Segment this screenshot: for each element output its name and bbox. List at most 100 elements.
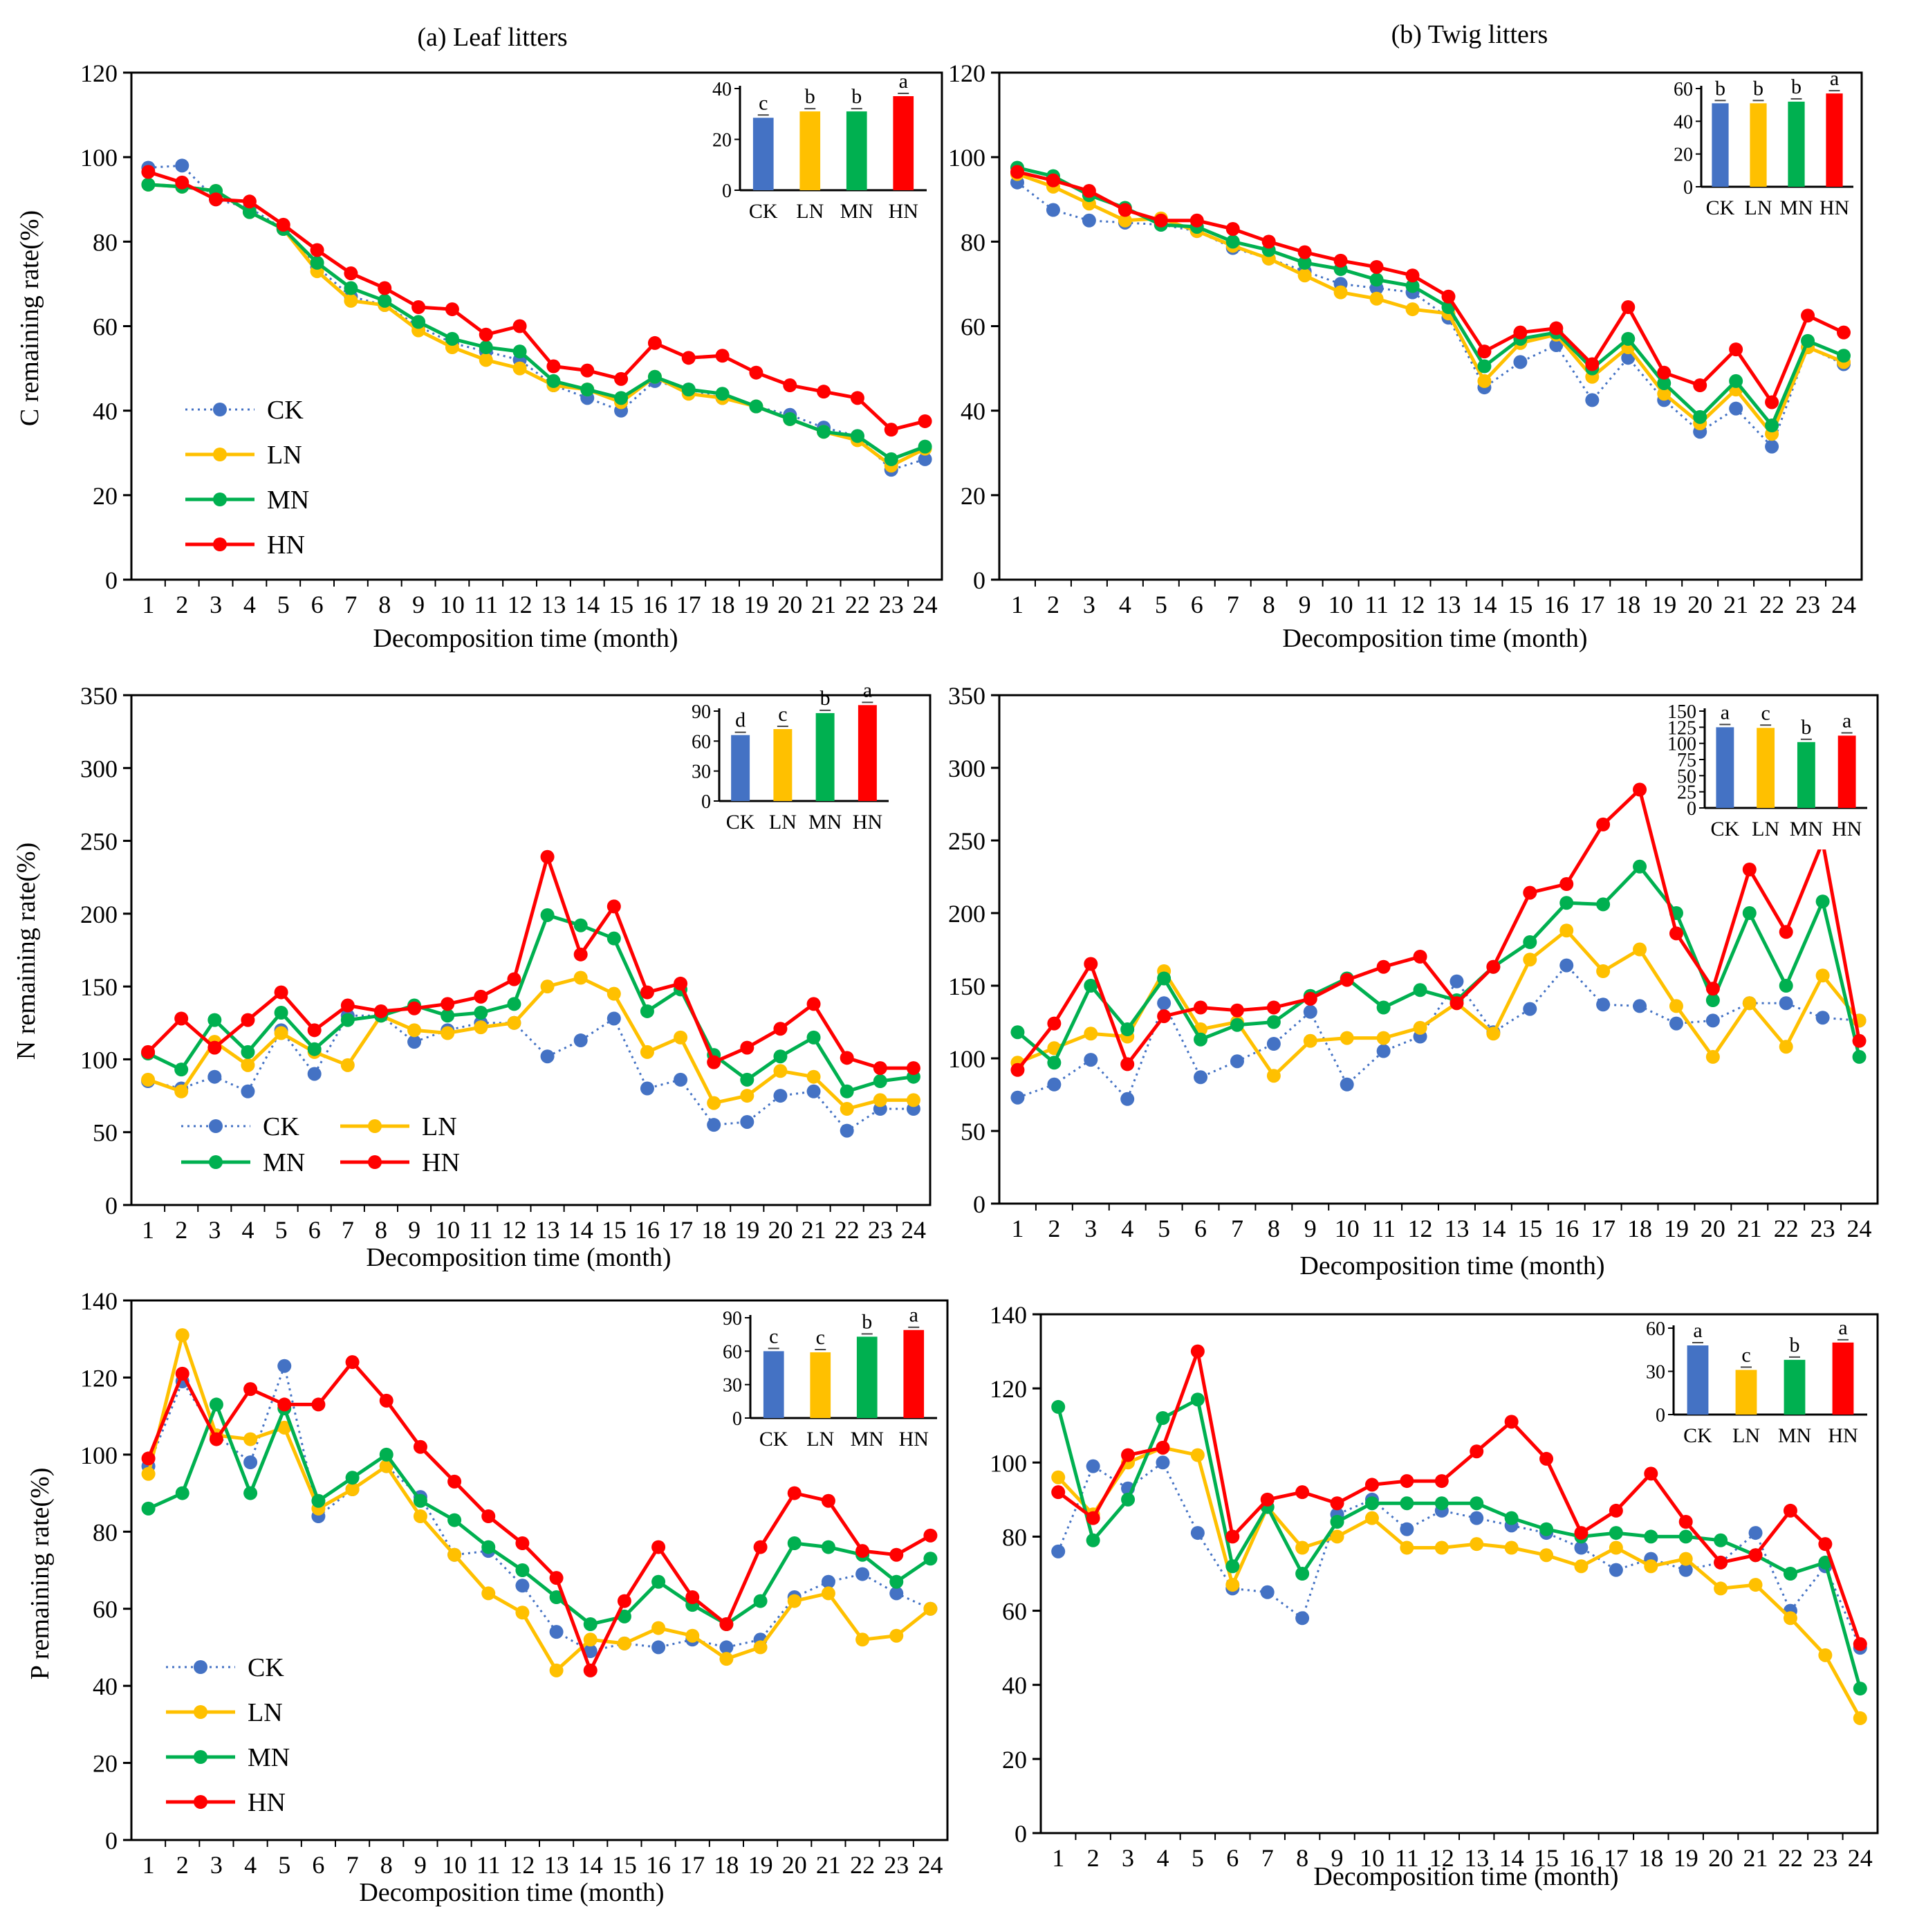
inset-significance-letter: a	[899, 70, 908, 93]
inset-bar-MN	[1784, 1359, 1806, 1415]
data-point-LN	[241, 1058, 255, 1072]
x-tick-label: 14	[1499, 1844, 1524, 1872]
data-point-MN	[753, 1594, 768, 1608]
data-point-MN	[1621, 331, 1636, 346]
data-point-HN	[1748, 1548, 1763, 1563]
data-point-HN	[274, 985, 288, 1000]
y-tick-label: 20	[93, 482, 118, 510]
inset-bar-MN	[1797, 742, 1815, 808]
data-point-HN	[1266, 1000, 1281, 1015]
legend-marker-LN	[213, 448, 227, 461]
data-point-MN	[580, 383, 595, 397]
data-point-LN	[1748, 1578, 1763, 1592]
data-point-CK	[1157, 996, 1172, 1011]
data-point-HN	[1596, 817, 1611, 831]
data-point-MN	[606, 931, 621, 946]
inset-bar-chart: 0 20 40 60 b CK b LN b MN a HN	[1667, 67, 1859, 227]
data-point-HN	[1441, 289, 1456, 304]
data-point-CK	[1549, 338, 1564, 352]
y-tick-label: 0	[973, 1190, 985, 1218]
inset-significance-letter: b	[820, 687, 831, 710]
y-tick-label: 120	[990, 1375, 1027, 1403]
x-tick-label: 9	[408, 1216, 420, 1244]
x-tick-label: 23	[1795, 591, 1820, 618]
data-point-HN	[884, 423, 898, 437]
inset-significance-letter: a	[1721, 701, 1730, 724]
data-point-CK	[1400, 1522, 1414, 1536]
data-point-LN	[1669, 999, 1683, 1013]
inset-significance-letter: c	[759, 91, 768, 114]
data-point-LN	[481, 1586, 496, 1601]
data-point-CK	[1705, 1013, 1720, 1028]
x-tick-label: 24	[901, 1216, 926, 1244]
data-point-LN	[1266, 1069, 1281, 1083]
x-tick-label: 23	[879, 591, 904, 618]
data-point-LN	[1434, 1540, 1449, 1555]
data-point-MN	[1376, 1000, 1391, 1015]
y-tick-label: 150	[948, 973, 985, 1000]
data-point-MN	[1190, 1392, 1205, 1407]
data-point-CK	[1574, 1540, 1589, 1555]
x-tick-label: 7	[342, 1216, 354, 1244]
x-tick-label: 5	[275, 1216, 288, 1244]
inset-y-tick-label: 0	[722, 181, 732, 202]
data-point-MN	[1729, 374, 1743, 388]
data-point-LN	[806, 1069, 821, 1084]
data-point-CK	[175, 158, 189, 173]
inset-bar-HN	[1826, 93, 1843, 187]
inset-y-tick-label: 40	[1674, 111, 1693, 133]
data-point-CK	[651, 1640, 666, 1655]
legend-marker-CK	[209, 1119, 223, 1133]
x-tick-label: 23	[868, 1216, 893, 1244]
data-point-MN	[773, 1049, 788, 1064]
data-point-HN	[1486, 959, 1501, 974]
inset-bar-MN	[1788, 101, 1805, 187]
data-point-HN	[1669, 926, 1683, 941]
data-point-MN	[1559, 896, 1574, 910]
data-point-HN	[307, 1023, 322, 1038]
data-point-HN	[1801, 309, 1815, 323]
inset-y-tick-label: 0	[701, 791, 711, 813]
data-point-HN	[1609, 1503, 1623, 1518]
data-point-HN	[1047, 1016, 1062, 1031]
legend-label-LN: LN	[422, 1112, 457, 1141]
data-point-CK	[674, 1072, 688, 1087]
y-tick-label: 50	[93, 1119, 118, 1147]
data-point-CK	[1678, 1563, 1693, 1577]
y-tick-label: 250	[80, 828, 118, 856]
y-tick-label: 80	[961, 228, 985, 256]
data-point-LN	[1477, 374, 1492, 388]
data-point-HN	[923, 1528, 938, 1543]
data-point-MN	[1157, 971, 1172, 986]
data-point-CK	[1046, 203, 1060, 217]
x-tick-label: 16	[635, 1216, 660, 1244]
data-point-HN	[1364, 1478, 1379, 1492]
data-point-CK	[1266, 1037, 1281, 1051]
data-point-MN	[1523, 935, 1537, 949]
data-point-CK	[1156, 1455, 1170, 1470]
legend: CK LN MN HN	[181, 1112, 460, 1177]
data-point-MN	[918, 439, 932, 454]
x-tick-label: 10	[442, 1851, 467, 1879]
inset-bar-HN	[858, 705, 877, 801]
data-point-HN	[512, 319, 527, 333]
inset-y-tick-label: 20	[1674, 145, 1693, 166]
x-tick-label: 8	[378, 591, 391, 618]
x-tick-label: 9	[412, 591, 425, 618]
data-point-HN	[174, 1011, 189, 1026]
data-point-MN	[1086, 1533, 1100, 1547]
inset-significance-letter: d	[735, 709, 746, 732]
data-point-HN	[707, 1055, 721, 1069]
x-tick-label: 7	[1261, 1844, 1274, 1872]
data-point-MN	[1539, 1522, 1554, 1536]
data-point-HN	[1010, 165, 1024, 179]
data-point-LN	[1400, 1540, 1414, 1555]
data-point-HN	[614, 371, 629, 386]
data-point-MN	[1657, 376, 1671, 390]
data-point-CK	[855, 1567, 870, 1581]
data-point-LN	[651, 1621, 666, 1635]
data-point-LN	[1118, 213, 1132, 228]
data-point-LN	[573, 970, 588, 985]
data-point-MN	[1364, 1496, 1379, 1511]
